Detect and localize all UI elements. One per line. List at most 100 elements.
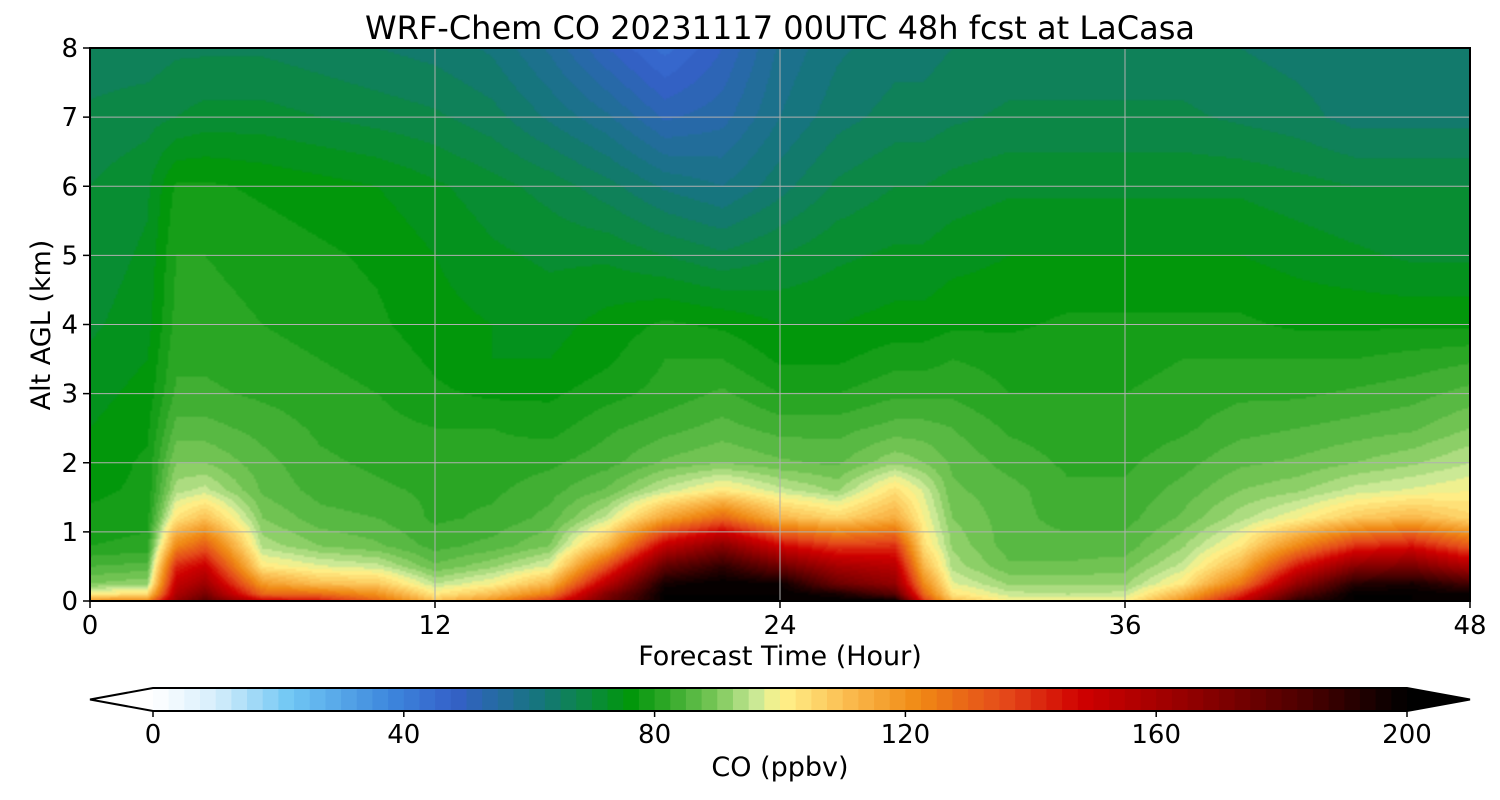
y-tick-label: 4	[61, 311, 78, 341]
y-tick-label: 5	[61, 241, 78, 271]
x-tick-label: 12	[418, 611, 451, 641]
colorbar-cell	[1030, 688, 1048, 711]
colorbar-cell	[403, 688, 421, 711]
colorbar-cell	[294, 688, 311, 711]
colorbar-cell	[482, 688, 499, 711]
colorbar-cell	[497, 688, 515, 711]
y-tick-label: 6	[61, 172, 78, 202]
colorbar-cell	[513, 688, 530, 711]
colorbar-cell	[921, 688, 938, 711]
y-tick-label: 3	[61, 380, 78, 410]
y-tick-label: 1	[61, 518, 78, 548]
colorbar-cell	[858, 688, 875, 711]
colorbar-cell	[1297, 688, 1314, 711]
colorbar-cell	[215, 688, 232, 711]
colorbar-cell	[701, 688, 718, 711]
x-tick-label: 0	[82, 611, 99, 641]
colorbar-label: CO (ppbv)	[711, 752, 848, 783]
colorbar-min-extension	[90, 688, 153, 711]
colorbar-cell	[247, 688, 264, 711]
colorbar-cell	[168, 688, 185, 711]
colorbar-cell	[638, 688, 656, 711]
colorbar-cell	[1093, 688, 1110, 711]
colorbar-cell	[576, 688, 593, 711]
colorbar-cell	[780, 688, 797, 711]
colorbar-tick-label: 80	[638, 720, 671, 750]
colorbar-cell	[732, 688, 750, 711]
colorbar-cell	[466, 688, 483, 711]
colorbar-cell	[1140, 688, 1157, 711]
x-axis-label: Forecast Time (Hour)	[638, 641, 922, 672]
x-tick-label: 24	[763, 611, 796, 641]
colorbar-cell	[952, 688, 969, 711]
colorbar: 0 40 80 120 160 200 CO (ppbv)	[89, 687, 1471, 783]
colorbar-cell	[1124, 688, 1142, 711]
colorbar-cell	[309, 688, 327, 711]
colorbar-cell	[983, 688, 1001, 711]
colorbar-cell	[184, 688, 201, 711]
colorbar-cell	[748, 688, 765, 711]
colorbar-cell	[325, 688, 342, 711]
colorbar-cell	[811, 688, 828, 711]
y-axis-label: Alt AGL (km)	[26, 240, 57, 411]
colorbar-cell	[591, 688, 609, 711]
colorbar-cell	[1203, 688, 1220, 711]
colorbar-tick-label: 200	[1382, 720, 1432, 750]
colorbar-cell	[262, 688, 279, 711]
colorbar-cell	[544, 688, 562, 711]
colorbar-cell	[889, 688, 906, 711]
colorbar-cell	[827, 688, 844, 711]
x-tick-label: 36	[1108, 611, 1141, 641]
y-axis-ticks: 0 1 2 3 4 5 6 7 8	[61, 34, 90, 617]
colorbar-cell	[388, 688, 405, 711]
colorbar-cell	[560, 688, 577, 711]
colorbar-cell	[654, 688, 671, 711]
colorbar-cell	[1359, 688, 1377, 711]
colorbar-cell	[999, 688, 1016, 711]
colorbar-cell	[231, 688, 248, 711]
colorbar-cell	[905, 688, 922, 711]
colorbar-cell	[842, 688, 859, 711]
plot-area	[89, 47, 1471, 602]
colorbar-cell	[607, 688, 624, 711]
colorbar-cell	[341, 688, 358, 711]
colorbar-cell	[1046, 688, 1063, 711]
colorbar-cell	[1234, 688, 1251, 711]
colorbar-tick-label: 40	[387, 720, 420, 750]
colorbar-cell	[874, 688, 891, 711]
colorbar-cell	[1156, 688, 1173, 711]
colorbar-cell	[764, 688, 781, 711]
colorbar-cell	[1171, 688, 1189, 711]
colorbar-cell	[1250, 688, 1267, 711]
colorbar-cell	[1265, 688, 1283, 711]
colorbar-cell	[372, 688, 389, 711]
colorbar-cell	[1344, 688, 1361, 711]
colorbar-tick-label: 120	[881, 720, 931, 750]
colorbar-tick-label: 0	[145, 720, 162, 750]
colorbar-cells	[153, 688, 1408, 711]
colorbar-cell	[1312, 688, 1330, 711]
colorbar-tick-label: 160	[1131, 720, 1181, 750]
y-tick-label: 7	[61, 103, 78, 133]
colorbar-cell	[623, 688, 640, 711]
colorbar-cell	[1062, 688, 1079, 711]
y-tick-label: 0	[61, 587, 78, 617]
colorbar-cell	[968, 688, 985, 711]
colorbar-cell	[1281, 688, 1298, 711]
colorbar-cell	[435, 688, 452, 711]
x-axis-ticks: 0 12 24 36 48	[82, 601, 1487, 641]
y-tick-label: 2	[61, 449, 78, 479]
colorbar-cell	[1109, 688, 1126, 711]
colorbar-cell	[936, 688, 954, 711]
colorbar-cell	[450, 688, 468, 711]
grid-lines	[90, 48, 1470, 601]
colorbar-cell	[1187, 688, 1204, 711]
x-tick-label: 48	[1453, 611, 1486, 641]
colorbar-cell	[529, 688, 546, 711]
colorbar-cell	[1391, 688, 1408, 711]
colorbar-cell	[153, 688, 170, 711]
colorbar-cell	[200, 688, 217, 711]
colorbar-cell	[419, 688, 436, 711]
